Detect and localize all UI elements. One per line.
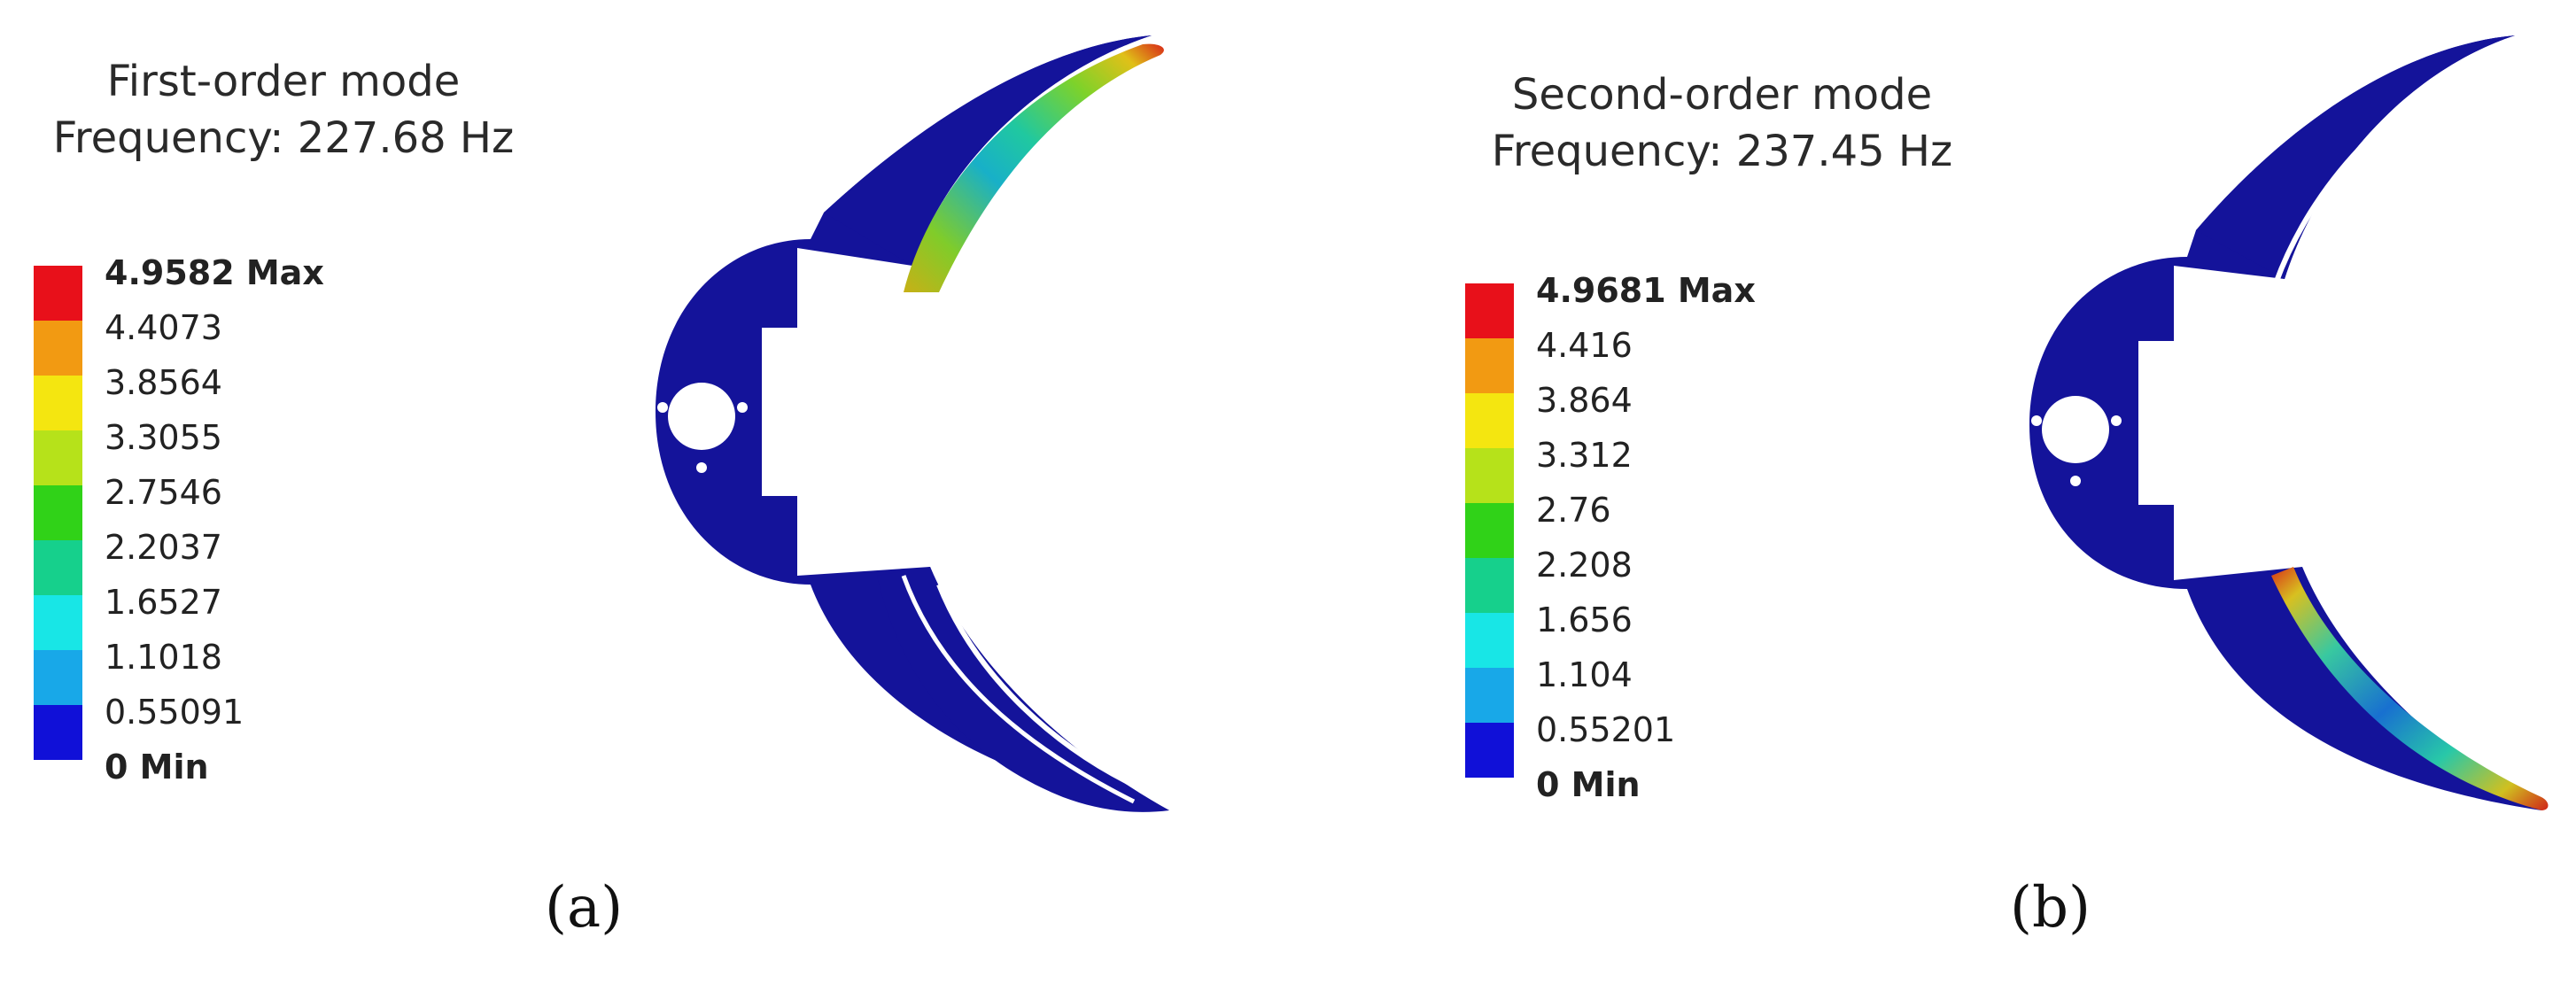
legend-label-min: 0 Min bbox=[105, 748, 209, 786]
legend-label: 1.1018 bbox=[105, 638, 222, 677]
slit bbox=[901, 575, 1136, 804]
hole-tab bbox=[2031, 415, 2042, 426]
legend-label: 3.8564 bbox=[105, 363, 222, 402]
hole-tab bbox=[2070, 476, 2081, 486]
legend-swatch bbox=[1465, 558, 1514, 613]
legend-label: 1.6527 bbox=[105, 583, 222, 622]
hole-tab bbox=[2111, 415, 2122, 426]
legend-label: 4.4073 bbox=[105, 308, 222, 347]
mode-title: Second-order mode Frequency: 237.45 Hz bbox=[1439, 66, 2006, 180]
legend-label-min: 0 Min bbox=[1536, 765, 1641, 804]
hole-tab bbox=[737, 402, 748, 413]
legend-swatch bbox=[1465, 723, 1514, 778]
legend-swatch bbox=[1465, 668, 1514, 723]
legend-swatch bbox=[1465, 448, 1514, 503]
legend-swatch bbox=[34, 650, 82, 705]
legend-swatch bbox=[34, 430, 82, 485]
upper-arm bbox=[824, 35, 1152, 266]
panel-b: Second-order mode Frequency: 237.45 Hz 4… bbox=[1288, 0, 2576, 984]
fea-model-contour bbox=[2029, 35, 2549, 810]
hole-tab bbox=[696, 462, 707, 473]
upper-contour-band bbox=[904, 43, 1164, 292]
legend-label: 2.208 bbox=[1536, 546, 1633, 585]
legend-label: 1.104 bbox=[1536, 655, 1633, 694]
legend-label: 4.416 bbox=[1536, 326, 1633, 365]
legend-swatch bbox=[34, 540, 82, 595]
lower-contour-band bbox=[2271, 567, 2549, 810]
legend-swatch bbox=[34, 705, 82, 760]
legend-label-max: 4.9681 Max bbox=[1536, 271, 1756, 310]
lower-arm bbox=[877, 567, 1169, 812]
panel-caption: (b) bbox=[2010, 875, 2091, 941]
slit bbox=[2300, 68, 2517, 293]
upper-arm bbox=[2196, 35, 2515, 279]
legend-swatch bbox=[1465, 283, 1514, 338]
legend-swatch bbox=[34, 321, 82, 376]
legend-label: 0.55201 bbox=[1536, 710, 1676, 749]
legend-swatch bbox=[1465, 338, 1514, 393]
legend-label-max: 4.9582 Max bbox=[105, 253, 324, 292]
legend-label: 1.656 bbox=[1536, 600, 1633, 639]
hole-tab bbox=[657, 402, 668, 413]
mode-frequency: Frequency: 237.45 Hz bbox=[1491, 127, 1953, 176]
legend-label: 2.2037 bbox=[105, 528, 222, 567]
mode-frequency: Frequency: 227.68 Hz bbox=[52, 113, 515, 163]
legend-label: 0.55091 bbox=[105, 693, 244, 732]
mounting-hole bbox=[668, 383, 735, 450]
slit bbox=[2273, 50, 2499, 285]
fea-model-contour bbox=[656, 35, 1169, 812]
mode-name: First-order mode bbox=[106, 57, 461, 106]
legend-label: 3.3055 bbox=[105, 418, 222, 457]
legend-swatch bbox=[1465, 503, 1514, 558]
slit bbox=[936, 583, 1162, 800]
legend-swatch bbox=[1465, 613, 1514, 668]
mode-name: Second-order mode bbox=[1511, 70, 1933, 120]
legend-swatch bbox=[34, 485, 82, 540]
legend-swatch bbox=[34, 266, 82, 321]
legend-label: 3.312 bbox=[1536, 436, 1633, 475]
legend-label: 2.76 bbox=[1536, 491, 1611, 530]
legend-label: 3.864 bbox=[1536, 381, 1633, 420]
legend-swatch bbox=[1465, 393, 1514, 448]
mode-title: First-order mode Frequency: 227.68 Hz bbox=[27, 53, 540, 167]
panel-caption: (a) bbox=[545, 875, 624, 941]
legend-swatch bbox=[34, 595, 82, 650]
legend-swatch bbox=[34, 376, 82, 430]
panel-a: First-order mode Frequency: 227.68 Hz 4.… bbox=[27, 35, 1169, 941]
legend-label: 2.7546 bbox=[105, 473, 222, 512]
mounting-hole bbox=[2042, 396, 2109, 463]
